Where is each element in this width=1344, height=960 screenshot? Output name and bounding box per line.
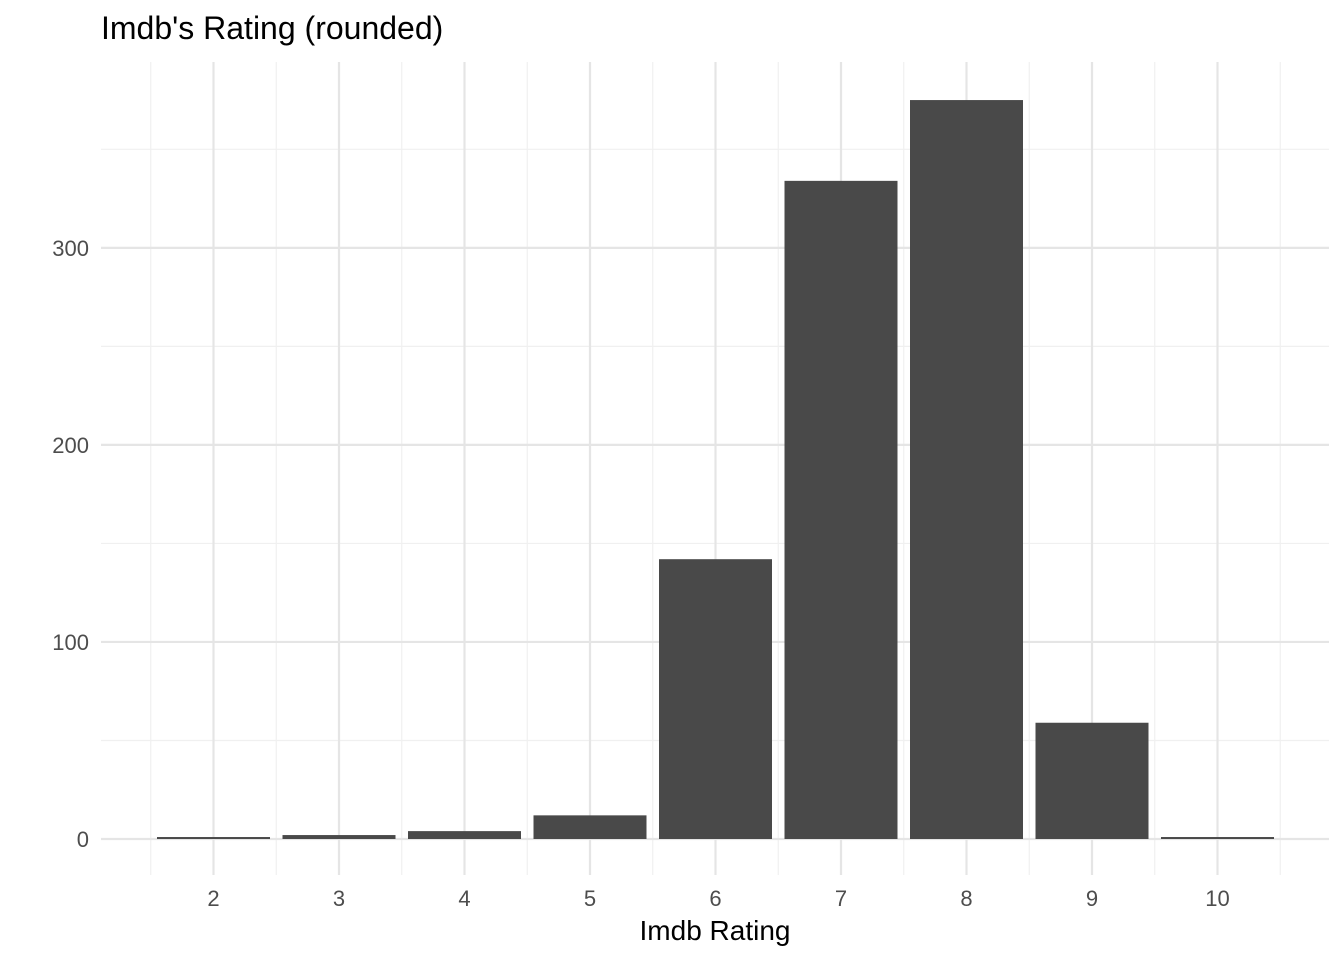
- bar: [1035, 722, 1149, 839]
- y-tick-label: 0: [77, 827, 89, 852]
- x-tick-label: 8: [960, 886, 972, 911]
- bar: [533, 815, 647, 839]
- x-tick-label: 4: [458, 886, 470, 911]
- x-tick-label: 6: [709, 886, 721, 911]
- x-tick-label: 7: [835, 886, 847, 911]
- y-axis-tick-labels: 0 100 200 300: [52, 236, 89, 852]
- bar: [282, 835, 396, 839]
- bar: [157, 837, 270, 839]
- y-tick-label: 300: [52, 236, 89, 261]
- x-tick-label: 2: [207, 886, 219, 911]
- x-tick-label: 10: [1205, 886, 1229, 911]
- x-axis-tick-labels: 2 3 4 5 6 7 8 9 10: [207, 886, 1229, 911]
- bar: [784, 180, 898, 839]
- y-tick-label: 200: [52, 433, 89, 458]
- x-tick-label: 5: [584, 886, 596, 911]
- chart-title: Imdb's Rating (rounded): [101, 10, 443, 46]
- bar: [408, 831, 521, 839]
- x-tick-label: 3: [333, 886, 345, 911]
- minor-gridlines: [101, 62, 1329, 875]
- bar: [1161, 837, 1274, 839]
- y-tick-label: 100: [52, 630, 89, 655]
- bar: [910, 100, 1023, 839]
- bar: [659, 559, 772, 839]
- x-tick-label: 9: [1086, 886, 1098, 911]
- bars: [157, 100, 1274, 839]
- x-axis-title: Imdb Rating: [640, 915, 791, 946]
